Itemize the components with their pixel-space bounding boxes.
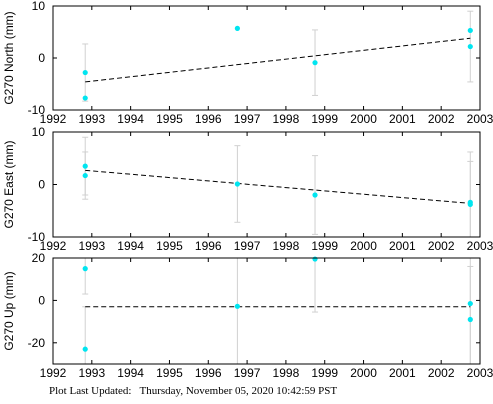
data-point-north-0 [82, 69, 88, 76]
y-tick-label-east--10: -10 [28, 230, 46, 244]
x-tick-label-north-1994: 1994 [117, 112, 144, 126]
y-axis-label-north: G270 North (mm) [2, 11, 16, 104]
data-point-up-1 [82, 346, 88, 352]
x-tick-label-north-1995: 1995 [156, 112, 183, 126]
data-point-east-3 [312, 192, 318, 198]
x-tick-label-up-1994: 1994 [117, 366, 144, 380]
x-tick-label-up-1997: 1997 [234, 366, 261, 380]
plot-frame-north [52, 5, 481, 111]
y-axis-label-up: G270 Up (mm) [2, 271, 16, 350]
x-tick-label-north-1997: 1997 [234, 112, 261, 126]
data-point-north-5 [467, 43, 473, 50]
data-point-up-2 [234, 303, 240, 309]
x-tick-label-east-1998: 1998 [273, 239, 300, 253]
panel-north: 1992 1993 1994 1995 1996 1997 1998 1999 2000 2001… [2, 0, 493, 126]
data-point-north-2 [234, 25, 240, 31]
y-tick-label-up--20: -20 [28, 336, 46, 350]
plot-frame-up [52, 257, 481, 365]
x-tick-label-east-1996: 1996 [195, 239, 222, 253]
x-tick-label-up-1992: 1992 [40, 366, 67, 380]
x-tick-label-up-1996: 1996 [195, 366, 222, 380]
y-tick-label-east-0: 0 [38, 178, 45, 192]
x-tick-label-north-2001: 2001 [389, 112, 416, 126]
data-point-east-5 [467, 201, 473, 208]
x-tick-label-north-1996: 1996 [195, 112, 222, 126]
data-point-east-2 [234, 181, 240, 187]
footer-timestamp: Thursday, November 05, 2020 10:42:59 PST [139, 385, 338, 397]
data-point-up-0 [82, 266, 88, 272]
x-tick-label-east-2001: 2001 [389, 239, 416, 253]
x-tick-label-north-2003: 2003 [467, 112, 493, 126]
data-point-north-1 [82, 95, 88, 101]
x-tick-label-east-1999: 1999 [311, 239, 338, 253]
x-tick-label-up-2001: 2001 [389, 366, 416, 380]
x-tick-label-up-1993: 1993 [78, 366, 105, 380]
plot-updated-footer: Plot Last Updated: Thursday, November 05,… [49, 385, 337, 397]
trend-line-east [85, 169, 471, 204]
x-tick-label-north-1993: 1993 [78, 112, 105, 126]
x-tick-label-up-1995: 1995 [156, 366, 183, 380]
x-tick-label-north-1999: 1999 [311, 112, 338, 126]
x-tick-label-up-1999: 1999 [311, 366, 338, 380]
y-tick-label-north-10: 10 [32, 0, 46, 13]
data-point-north-4 [467, 27, 473, 34]
data-point-north-3 [312, 60, 318, 66]
x-tick-label-north-2002: 2002 [428, 112, 455, 126]
x-tick-label-up-2002: 2002 [428, 366, 455, 380]
data-point-east-0 [82, 163, 88, 169]
x-tick-label-east-1992: 1992 [40, 239, 67, 253]
x-tick-label-east-1995: 1995 [156, 239, 183, 253]
x-tick-label-north-1998: 1998 [273, 112, 300, 126]
x-tick-label-east-2003: 2003 [467, 239, 493, 253]
x-tick-label-up-2000: 2000 [350, 366, 377, 380]
x-tick-label-east-1994: 1994 [117, 239, 144, 253]
x-tick-label-east-2000: 2000 [350, 239, 377, 253]
data-point-up-5 [467, 316, 473, 323]
data-point-up-4 [467, 300, 473, 307]
plot-frame-east [52, 131, 481, 238]
y-axis-label-east: G270 East (mm) [2, 140, 16, 228]
data-point-up-3 [312, 256, 318, 262]
panel-east: 1992 1993 1994 1995 1996 1997 1998 1999 2000 2001… [2, 125, 493, 253]
y-tick-label-north--10: -10 [28, 103, 46, 117]
x-tick-label-east-1997: 1997 [234, 239, 261, 253]
x-tick-label-east-2002: 2002 [428, 239, 455, 253]
y-tick-label-east-10: 10 [32, 125, 46, 139]
x-tick-label-up-1998: 1998 [273, 366, 300, 380]
x-tick-label-north-1992: 1992 [40, 112, 67, 126]
x-tick-label-east-1993: 1993 [78, 239, 105, 253]
y-tick-label-up-0: 0 [38, 293, 45, 307]
y-tick-label-up-20: 20 [32, 251, 46, 265]
footer-label: Plot Last Updated: [49, 385, 132, 397]
panel-up: 1992 1993 1994 1995 1996 1997 1998 1999 2000 2001… [2, 251, 493, 380]
x-tick-label-up-2003: 2003 [467, 366, 493, 380]
data-point-east-1 [82, 172, 88, 179]
y-tick-label-north-0: 0 [38, 51, 45, 65]
trend-line-north [85, 37, 471, 83]
x-tick-label-north-2000: 2000 [350, 112, 377, 126]
